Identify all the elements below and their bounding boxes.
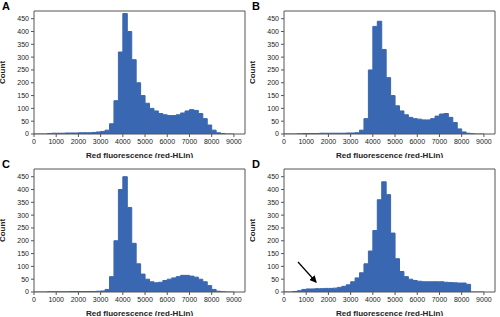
svg-text:Red fluorescence (red-HLin): Red fluorescence (red-HLin)	[336, 309, 443, 316]
svg-text:2000: 2000	[71, 138, 87, 145]
svg-text:Count: Count	[250, 61, 257, 84]
svg-text:350: 350	[267, 41, 279, 48]
svg-text:400: 400	[267, 28, 279, 35]
svg-text:1000: 1000	[298, 296, 314, 303]
html-text:A: A	[2, 0, 10, 12]
svg-text:Red fluorescence (red-HLin): Red fluorescence (red-HLin)	[86, 309, 193, 316]
svg-text:4000: 4000	[115, 138, 131, 145]
svg-text:150: 150	[17, 250, 29, 257]
svg-text:9000: 9000	[226, 296, 242, 303]
svg-text:0: 0	[32, 296, 36, 303]
svg-text:9000: 9000	[476, 296, 492, 303]
svg-text:400: 400	[17, 186, 29, 193]
svg-text:Count: Count	[250, 219, 257, 242]
html-text:B: B	[252, 0, 260, 12]
svg-text:150: 150	[267, 92, 279, 99]
svg-text:50: 50	[271, 276, 279, 283]
svg-text:350: 350	[17, 41, 29, 48]
svg-text:4000: 4000	[365, 296, 381, 303]
svg-text:100: 100	[17, 263, 29, 270]
svg-text:2000: 2000	[321, 296, 337, 303]
svg-text:250: 250	[17, 66, 29, 73]
html-text:D: D	[252, 158, 260, 170]
svg-text:1000: 1000	[48, 296, 64, 303]
svg-text:0: 0	[275, 288, 279, 295]
svg-text:350: 350	[267, 199, 279, 206]
svg-text:5000: 5000	[387, 296, 403, 303]
svg-text:2000: 2000	[321, 138, 337, 145]
svg-text:9000: 9000	[476, 138, 492, 145]
svg-text:3000: 3000	[343, 138, 359, 145]
svg-text:450: 450	[267, 15, 279, 22]
svg-text:200: 200	[267, 79, 279, 86]
svg-text:450: 450	[17, 15, 29, 22]
svg-text:0: 0	[282, 296, 286, 303]
svg-text:300: 300	[267, 54, 279, 61]
svg-text:200: 200	[17, 79, 29, 86]
svg-text:4000: 4000	[115, 296, 131, 303]
svg-text:50: 50	[271, 118, 279, 125]
svg-text:5000: 5000	[137, 138, 153, 145]
svg-text:0: 0	[275, 130, 279, 137]
svg-text:250: 250	[17, 224, 29, 231]
svg-text:0: 0	[25, 288, 29, 295]
svg-text:300: 300	[17, 212, 29, 219]
svg-text:300: 300	[17, 54, 29, 61]
svg-text:50: 50	[21, 276, 29, 283]
svg-text:9000: 9000	[226, 138, 242, 145]
svg-text:150: 150	[267, 250, 279, 257]
svg-text:6000: 6000	[409, 138, 425, 145]
svg-text:250: 250	[267, 224, 279, 231]
svg-text:100: 100	[17, 105, 29, 112]
svg-text:7000: 7000	[182, 296, 198, 303]
svg-text:100: 100	[267, 105, 279, 112]
html-text:C: C	[2, 158, 10, 170]
svg-text:5000: 5000	[387, 138, 403, 145]
svg-text:4000: 4000	[365, 138, 381, 145]
svg-text:5000: 5000	[137, 296, 153, 303]
svg-text:300: 300	[267, 212, 279, 219]
svg-text:8000: 8000	[204, 296, 220, 303]
svg-text:400: 400	[17, 28, 29, 35]
svg-text:250: 250	[267, 66, 279, 73]
svg-text:7000: 7000	[182, 138, 198, 145]
svg-text:200: 200	[267, 237, 279, 244]
svg-text:2000: 2000	[71, 296, 87, 303]
svg-text:8000: 8000	[204, 138, 220, 145]
svg-text:1000: 1000	[298, 138, 314, 145]
svg-text:8000: 8000	[454, 296, 470, 303]
svg-text:150: 150	[17, 92, 29, 99]
svg-text:6000: 6000	[409, 296, 425, 303]
svg-text:Red fluorescence (red-HLin): Red fluorescence (red-HLin)	[86, 151, 193, 158]
svg-text:3000: 3000	[93, 296, 109, 303]
svg-text:6000: 6000	[159, 296, 175, 303]
svg-text:0: 0	[25, 130, 29, 137]
svg-text:6000: 6000	[159, 138, 175, 145]
svg-text:Red fluorescence (red-HLin): Red fluorescence (red-HLin)	[336, 151, 443, 158]
svg-text:100: 100	[267, 263, 279, 270]
svg-text:1000: 1000	[48, 138, 64, 145]
svg-text:0: 0	[32, 138, 36, 145]
svg-text:0: 0	[282, 138, 286, 145]
svg-text:450: 450	[17, 173, 29, 180]
svg-text:3000: 3000	[93, 138, 109, 145]
svg-text:350: 350	[17, 199, 29, 206]
svg-text:200: 200	[17, 237, 29, 244]
svg-text:7000: 7000	[432, 296, 448, 303]
svg-text:7000: 7000	[432, 138, 448, 145]
svg-text:3000: 3000	[343, 296, 359, 303]
svg-text:400: 400	[267, 186, 279, 193]
svg-text:450: 450	[267, 173, 279, 180]
svg-text:50: 50	[21, 118, 29, 125]
svg-text:8000: 8000	[454, 138, 470, 145]
